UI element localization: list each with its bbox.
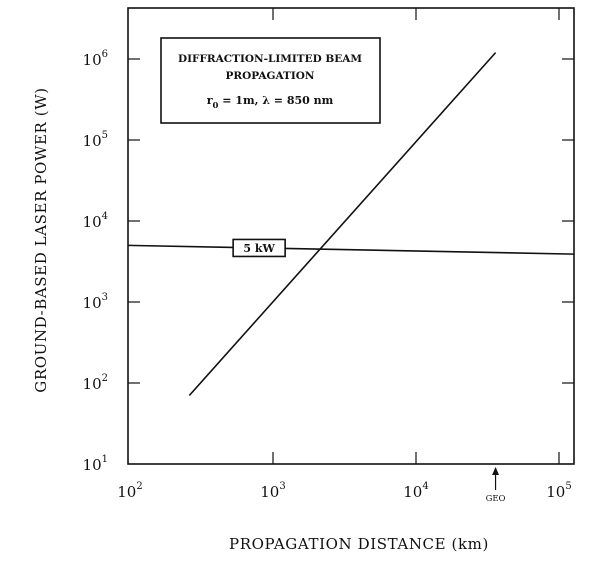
y-tick-label-3: 104 (83, 211, 108, 231)
y-tick-label-exp-5: 6 (102, 49, 108, 60)
y-tick-label-exp-1: 2 (102, 373, 108, 384)
x-tick-label-2: 104 (403, 481, 428, 501)
y-tick-label-2: 103 (83, 292, 108, 312)
plot-frame (127, 7, 575, 465)
x-tick-label-1: 103 (260, 481, 285, 501)
y-tick-label-exp-3: 4 (102, 211, 108, 222)
geo-marker-group: GEO (486, 467, 506, 504)
x-tick-label-base-0: 10 (117, 483, 136, 501)
reference-line-left (127, 244, 234, 249)
reference-label-box (232, 238, 286, 258)
y-tick-label-exp-0: 1 (102, 454, 108, 465)
annotation-title-line-2: PROPAGATION (225, 70, 314, 82)
ticks-group (128, 8, 574, 464)
annotation-param-values: = 1m, λ = 850 nm (218, 94, 333, 107)
annotation-group: DIFFRACTION-LIMITED BEAM PROPAGATION r0 … (160, 37, 381, 124)
annotation-param-r-subscript: 0 (213, 101, 219, 111)
x-axis-title: PROPAGATION DISTANCE (km) (229, 535, 489, 553)
y-tick-label-exp-4: 5 (102, 130, 108, 141)
y-tick-label-base-0: 10 (83, 456, 102, 474)
reference-line-group: 5 kW (127, 238, 575, 258)
x-tick-label-exp-2: 4 (422, 481, 428, 492)
x-tick-label-exp-0: 2 (136, 481, 142, 492)
geo-label: GEO (486, 494, 506, 504)
reference-line-right (285, 247, 575, 255)
annotation-params: r0 = 1m, λ = 850 nm (207, 94, 334, 111)
geo-arrow-head (492, 467, 500, 475)
y-tick-label-5: 106 (83, 49, 108, 69)
x-tick-label-base-1: 10 (260, 483, 279, 501)
x-tick-label-exp-3: 5 (565, 481, 571, 492)
y-tick-label-base-4: 10 (83, 132, 102, 150)
x-tick-label-3: 105 (546, 481, 571, 501)
y-tick-label-base-3: 10 (83, 213, 102, 231)
y-tick-label-1: 102 (83, 373, 108, 393)
x-tick-label-base-2: 10 (403, 483, 422, 501)
y-tick-label-base-2: 10 (83, 294, 102, 312)
y-tick-label-base-5: 10 (83, 51, 102, 69)
series-line-0 (188, 52, 497, 397)
y-tick-label-exp-2: 3 (102, 292, 108, 303)
y-axis-title: GROUND-BASED LASER POWER (W) (32, 87, 50, 392)
y-tick-label-base-1: 10 (83, 375, 102, 393)
series-group (188, 52, 497, 397)
x-tick-label-exp-1: 3 (279, 481, 285, 492)
y-tick-label-4: 105 (83, 130, 108, 150)
y-tick-label-0: 101 (83, 454, 108, 474)
x-tick-label-base-3: 10 (546, 483, 565, 501)
annotation-title-line-1: DIFFRACTION-LIMITED BEAM (178, 53, 362, 65)
annotation-box (160, 37, 381, 124)
x-tick-label-0: 102 (117, 481, 142, 501)
reference-label: 5 kW (243, 242, 275, 255)
annotation-param-r-symbol: r (207, 94, 213, 107)
